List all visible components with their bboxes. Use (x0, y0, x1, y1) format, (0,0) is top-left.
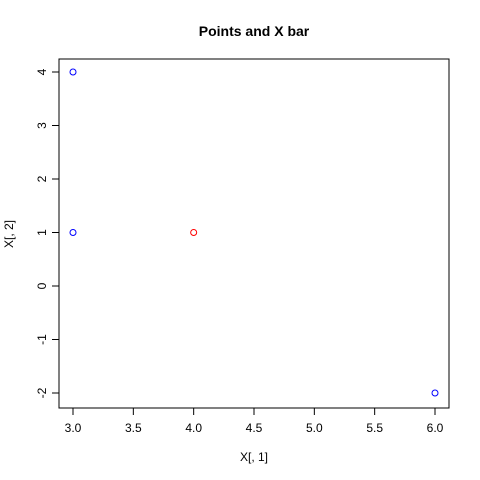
data-point (190, 229, 198, 236)
x-tick-label: 6.0 (427, 421, 444, 435)
x-tick-label: 5.5 (366, 421, 383, 435)
x-axis-label: X[, 1] (240, 450, 268, 464)
data-point (69, 229, 77, 236)
y-tick-label: -2 (35, 387, 49, 398)
y-tick-label: 2 (35, 175, 49, 182)
x-tick-label: 5.0 (306, 421, 323, 435)
x-axis: 3.0 3.5 4.0 4.5 5.0 5.5 6.0 (65, 407, 444, 435)
y-tick-label: 0 (35, 282, 49, 289)
y-tick-label: 4 (35, 68, 49, 75)
y-axis: -2 -1 0 1 2 3 4 (35, 68, 60, 398)
x-tick-label: 4.5 (246, 421, 263, 435)
x-tick-label: 3.5 (125, 421, 142, 435)
y-axis-label: X[, 2] (2, 220, 16, 248)
x-tick-label: 3.0 (65, 421, 82, 435)
data-point (431, 389, 439, 397)
data-point (69, 68, 77, 76)
chart-title: Points and X bar (199, 23, 310, 39)
plot-area-box (58, 58, 450, 409)
x-tick-label: 4.0 (185, 421, 202, 435)
y-tick-label: 1 (35, 229, 49, 236)
data-points (69, 68, 439, 397)
y-tick-label: 3 (35, 122, 49, 129)
y-tick-label: -1 (35, 334, 49, 345)
